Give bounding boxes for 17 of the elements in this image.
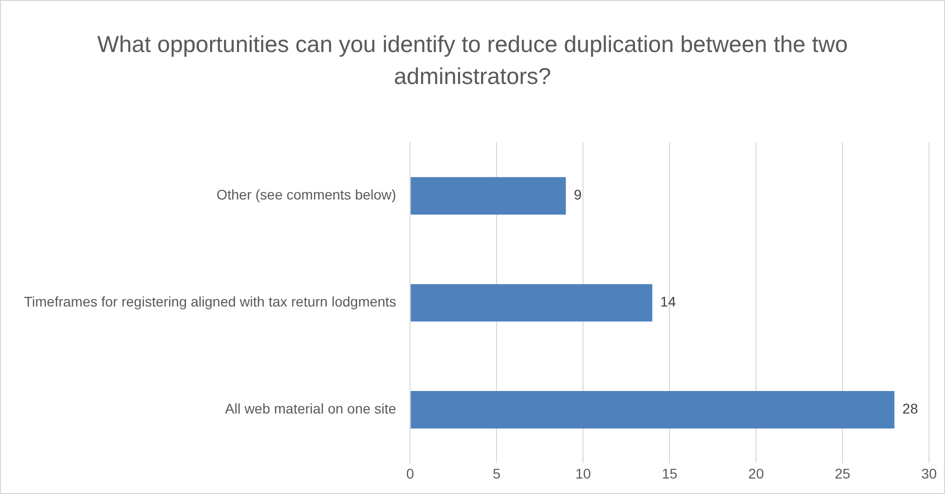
bar (410, 391, 894, 428)
bar (410, 284, 652, 322)
x-tick-label: 5 (492, 465, 501, 482)
x-tick-label: 20 (748, 465, 764, 482)
x-tick-label: 10 (575, 465, 592, 482)
y-tick-label: All web material on one site (224, 400, 396, 417)
data-label: 14 (660, 294, 676, 310)
chart-title: What opportunities can you identify to reduce duplication between the two administrators? (96, 30, 849, 91)
data-label: 9 (574, 186, 582, 203)
data-label: 28 (902, 400, 918, 417)
x-tick-label: 25 (834, 465, 851, 482)
bar (410, 177, 566, 215)
y-tick-label: Timeframes for registering aligned with tax return lodgments (24, 294, 396, 310)
y-tick-label: Other (see comments below) (216, 186, 396, 203)
x-tick-label: 0 (406, 465, 414, 482)
x-tick-label: 30 (921, 465, 937, 482)
x-tick-label: 15 (662, 465, 678, 482)
